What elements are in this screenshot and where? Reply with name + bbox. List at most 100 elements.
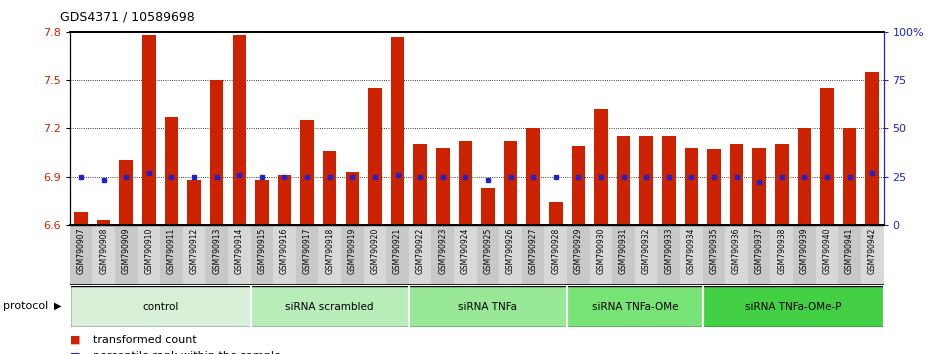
Bar xyxy=(612,225,635,285)
Bar xyxy=(70,286,250,327)
Bar xyxy=(748,225,770,285)
Text: GSM790917: GSM790917 xyxy=(302,228,312,274)
Text: ■: ■ xyxy=(70,335,80,344)
Bar xyxy=(526,128,540,225)
Bar xyxy=(228,225,250,285)
Text: GSM790931: GSM790931 xyxy=(619,228,628,274)
Bar xyxy=(861,225,884,285)
Bar xyxy=(92,225,115,285)
Bar xyxy=(549,202,563,225)
Text: transformed count: transformed count xyxy=(93,335,197,344)
Text: siRNA TNFa-OMe-P: siRNA TNFa-OMe-P xyxy=(745,302,842,312)
Bar xyxy=(680,225,703,285)
Bar xyxy=(816,225,838,285)
Text: GSM790921: GSM790921 xyxy=(393,228,402,274)
Bar xyxy=(341,225,364,285)
Text: GSM790922: GSM790922 xyxy=(416,228,425,274)
Bar xyxy=(210,80,223,225)
Bar xyxy=(165,117,179,225)
Bar xyxy=(119,160,133,225)
Bar xyxy=(432,225,454,285)
Bar xyxy=(318,225,341,285)
Text: GSM790911: GSM790911 xyxy=(167,228,176,274)
Text: GSM790937: GSM790937 xyxy=(754,228,764,274)
Bar xyxy=(703,225,725,285)
Bar xyxy=(413,144,427,225)
Bar xyxy=(187,180,201,225)
Bar xyxy=(476,225,499,285)
Bar xyxy=(364,225,386,285)
Text: GSM790925: GSM790925 xyxy=(484,228,492,274)
Bar xyxy=(183,225,206,285)
Bar xyxy=(775,144,789,225)
Bar xyxy=(232,35,246,225)
Bar xyxy=(138,225,160,285)
Text: GSM790927: GSM790927 xyxy=(528,228,538,274)
Bar xyxy=(793,225,816,285)
Text: GSM790936: GSM790936 xyxy=(732,228,741,274)
Text: siRNA TNFa-OMe: siRNA TNFa-OMe xyxy=(591,302,678,312)
Bar xyxy=(725,225,748,285)
Bar xyxy=(160,225,183,285)
Bar xyxy=(730,144,743,225)
Bar xyxy=(115,225,138,285)
Bar xyxy=(752,148,766,225)
Text: GSM790942: GSM790942 xyxy=(868,228,877,274)
Bar xyxy=(250,225,273,285)
Bar xyxy=(567,286,703,327)
Text: siRNA scrambled: siRNA scrambled xyxy=(286,302,374,312)
Bar xyxy=(662,136,675,225)
Bar xyxy=(544,225,567,285)
Bar xyxy=(70,225,92,285)
Bar xyxy=(617,136,631,225)
Bar xyxy=(142,35,155,225)
Bar xyxy=(635,225,658,285)
Bar xyxy=(250,286,409,327)
Bar xyxy=(499,225,522,285)
Text: ▶: ▶ xyxy=(54,301,61,311)
Bar xyxy=(386,225,409,285)
Bar xyxy=(409,286,567,327)
Bar xyxy=(594,109,607,225)
Bar xyxy=(658,225,680,285)
Text: GSM790929: GSM790929 xyxy=(574,228,583,274)
Text: GSM790909: GSM790909 xyxy=(122,228,131,274)
Text: GSM790928: GSM790928 xyxy=(551,228,560,274)
Bar xyxy=(206,225,228,285)
Text: GSM790940: GSM790940 xyxy=(822,228,831,274)
Bar xyxy=(278,175,291,225)
Text: GSM790932: GSM790932 xyxy=(642,228,651,274)
Bar xyxy=(572,146,585,225)
Bar xyxy=(770,225,793,285)
Bar xyxy=(522,225,544,285)
Text: GSM790918: GSM790918 xyxy=(326,228,334,274)
Bar xyxy=(368,88,381,225)
Text: GSM790924: GSM790924 xyxy=(461,228,470,274)
Bar xyxy=(74,212,87,225)
Text: GSM790938: GSM790938 xyxy=(777,228,786,274)
Bar xyxy=(639,136,653,225)
Bar xyxy=(436,148,449,225)
Text: protocol: protocol xyxy=(3,301,48,311)
Bar xyxy=(843,128,857,225)
Text: GSM790910: GSM790910 xyxy=(144,228,153,274)
Bar xyxy=(409,225,432,285)
Text: percentile rank within the sample: percentile rank within the sample xyxy=(93,351,281,354)
Bar xyxy=(458,141,472,225)
Text: GSM790934: GSM790934 xyxy=(687,228,696,274)
Bar xyxy=(866,72,879,225)
Text: GSM790915: GSM790915 xyxy=(258,228,266,274)
Text: GSM790935: GSM790935 xyxy=(710,228,719,274)
Text: GSM790941: GSM790941 xyxy=(845,228,854,274)
Bar xyxy=(454,225,476,285)
Text: GSM790939: GSM790939 xyxy=(800,228,809,274)
Text: GSM790907: GSM790907 xyxy=(76,228,86,274)
Bar xyxy=(684,148,698,225)
Text: GSM790912: GSM790912 xyxy=(190,228,199,274)
Bar xyxy=(323,151,337,225)
Bar xyxy=(567,225,590,285)
Bar xyxy=(296,225,318,285)
Text: GSM790916: GSM790916 xyxy=(280,228,289,274)
Text: GSM790908: GSM790908 xyxy=(100,228,108,274)
Bar xyxy=(481,188,495,225)
